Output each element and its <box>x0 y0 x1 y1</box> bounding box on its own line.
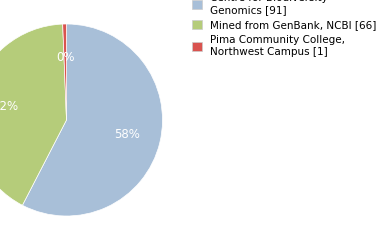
Wedge shape <box>63 24 66 120</box>
Text: 58%: 58% <box>114 128 140 141</box>
Text: 42%: 42% <box>0 100 19 113</box>
Wedge shape <box>22 24 163 216</box>
Text: 0%: 0% <box>56 51 74 64</box>
Wedge shape <box>0 24 66 205</box>
Legend: Centre for Biodiversity
Genomics [91], Mined from GenBank, NCBI [66], Pima Commu: Centre for Biodiversity Genomics [91], M… <box>192 0 377 57</box>
